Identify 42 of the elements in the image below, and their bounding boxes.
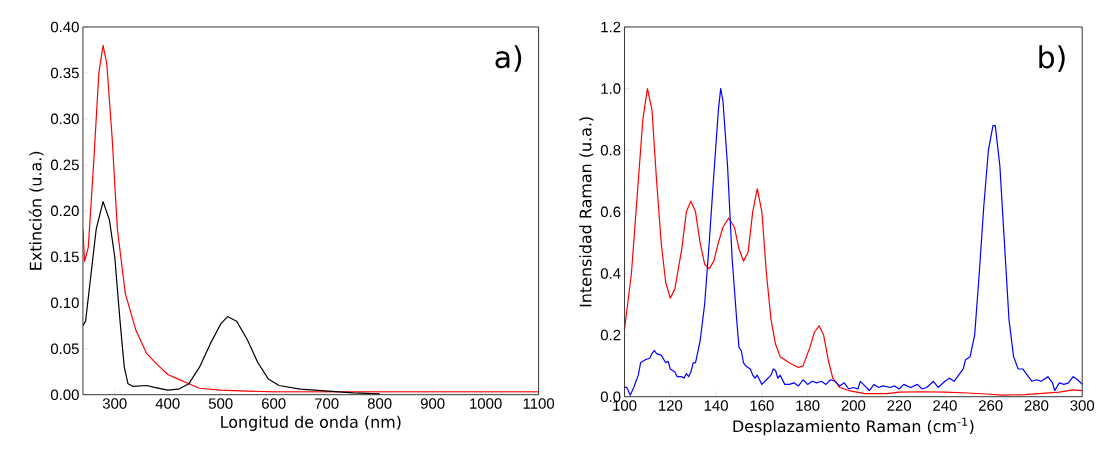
y-tick-label: 0.35 xyxy=(50,67,79,79)
x-axis-title: Longitud de onda (nm) xyxy=(221,415,401,432)
y-axis-title: Intensidad Raman (u.a.) xyxy=(579,117,594,307)
x-tick-label: 100 xyxy=(613,400,637,411)
x-tick-label: 1100 xyxy=(523,398,555,409)
x-tick-label: 300 xyxy=(1070,400,1095,411)
y-axis-title: Extinción (u.a.) xyxy=(28,151,44,270)
x-tick-label: 200 xyxy=(841,400,866,411)
y-tick-label: 0.40 xyxy=(50,21,79,33)
x-tick-label: 220 xyxy=(887,400,912,411)
x-tick-label: 240 xyxy=(933,400,957,411)
x-tick-label: 280 xyxy=(1024,400,1049,411)
x-tick-label: 120 xyxy=(659,400,683,411)
annotation: a) xyxy=(495,45,522,72)
y-tick-label: 0.0 xyxy=(600,391,621,403)
x-tick-label: 700 xyxy=(314,398,339,409)
x-tick-label: 900 xyxy=(420,398,445,409)
y-tick-label: 0.10 xyxy=(50,297,79,309)
y-tick-label: 0.25 xyxy=(50,159,79,171)
x-tick-label: 260 xyxy=(978,400,1003,411)
y-tick-label: 0.05 xyxy=(50,343,79,355)
x-tick-label: 400 xyxy=(155,398,180,409)
x-tick-label: 140 xyxy=(704,400,728,411)
y-tick-label: 0.8 xyxy=(600,145,621,156)
x-tick-label: 800 xyxy=(367,398,392,409)
y-tick-label: 0.20 xyxy=(50,205,79,217)
y-tick-label: 1.2 xyxy=(601,21,621,33)
y-tick-label: 0.00 xyxy=(50,389,79,401)
y-tick-label: 0.4 xyxy=(600,268,621,279)
y-tick-label: 0.15 xyxy=(50,251,79,263)
x-tick-label: 1000 xyxy=(470,398,502,409)
y-tick-label: 0.6 xyxy=(600,206,621,218)
x-axis-title: Desplazamiento Raman (cm$^{-1}$) xyxy=(733,417,974,436)
x-tick-label: 600 xyxy=(262,398,286,409)
x-tick-label: 160 xyxy=(750,400,774,411)
x-tick-label: 500 xyxy=(208,398,233,409)
y-tick-label: 0.2 xyxy=(600,329,621,341)
y-tick-label: 0.30 xyxy=(50,113,79,125)
x-tick-label: 300 xyxy=(102,398,127,409)
annotation: b) xyxy=(1039,45,1065,73)
y-tick-label: 1.0 xyxy=(601,83,621,95)
x-tick-label: 180 xyxy=(796,400,820,411)
